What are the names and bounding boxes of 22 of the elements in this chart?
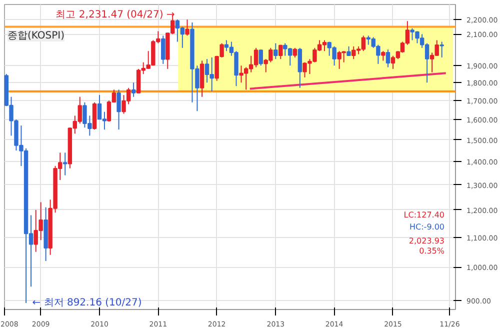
candlestick [381, 50, 386, 62]
candlestick [346, 46, 351, 56]
candlestick [440, 41, 444, 58]
candlestick [258, 48, 263, 66]
candlestick [62, 152, 68, 176]
candlestick [386, 48, 390, 68]
annotation: 0.35% [419, 246, 445, 256]
text: 종합(KOSPI) [8, 30, 65, 42]
candlestick [185, 19, 190, 36]
annotation: ← 최저 892.16 (10/27) [32, 298, 142, 309]
candlestick [292, 47, 298, 58]
candlestick [116, 89, 121, 130]
annotation: 2,023.93 [408, 236, 444, 246]
annotation: LC:127.40 [404, 210, 445, 220]
candlestick [298, 47, 302, 88]
candlestick [274, 42, 278, 60]
candlestick [131, 82, 136, 98]
candlestick [200, 60, 204, 98]
candlestick [161, 35, 166, 64]
candlestick [278, 44, 283, 60]
annotation: HC:-9.00 [410, 222, 445, 232]
annotation: 최고 2,231.47 (04/27) → [56, 10, 175, 21]
